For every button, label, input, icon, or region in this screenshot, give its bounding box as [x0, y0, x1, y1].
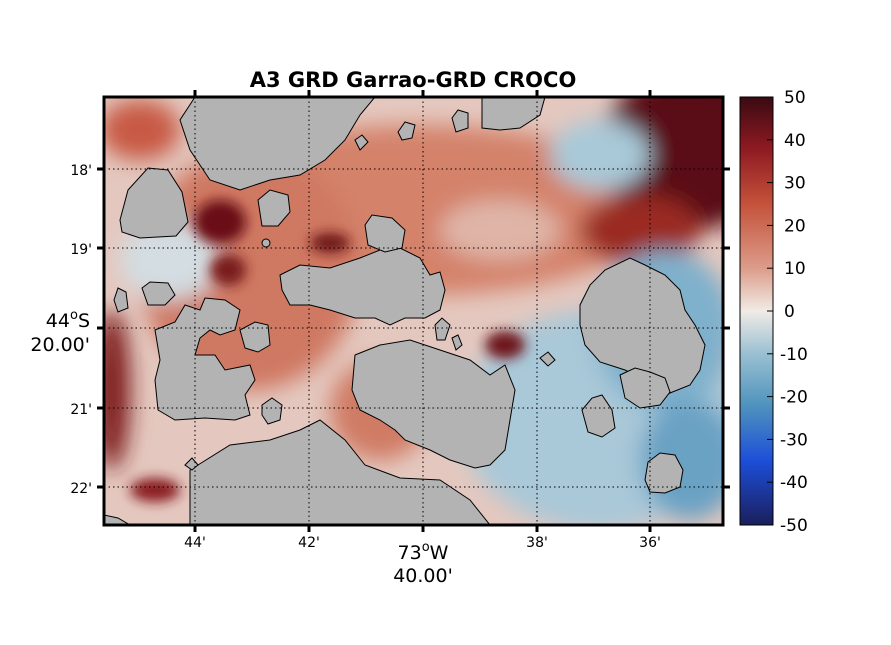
colorbar-ticks [767, 139, 773, 483]
y-tick-label: 19' [70, 242, 92, 258]
y-tick-label: 18' [70, 163, 92, 179]
frame-ticks [97, 90, 730, 532]
colorbar-tick-label: 10 [784, 259, 806, 279]
colorbar-tick-label: 50 [784, 88, 806, 108]
colorbar-tick-label: 40 [784, 131, 806, 151]
land-masses [104, 97, 706, 525]
gridlines [104, 97, 723, 525]
x-tick-label: 38' [526, 535, 548, 551]
colorbar-tick-label: -20 [780, 388, 808, 408]
x-tick-label: 42' [298, 535, 320, 551]
colorbar-tick-label: 20 [784, 216, 806, 236]
colorbar-tick-label: -40 [780, 473, 808, 493]
colorbar-tick-label: -10 [780, 345, 808, 365]
x-tick-label: 36' [639, 535, 661, 551]
y-tick-label: 22' [70, 481, 92, 497]
colorbar-tick-label: -50 [780, 516, 808, 536]
colorbar-tick-label: 30 [784, 174, 806, 194]
x-center-minutes: 40.00' [393, 565, 453, 587]
x-center-label: 73oW [398, 540, 449, 564]
colorbar-tick-label: -30 [780, 430, 808, 450]
y-tick-label: 21' [70, 402, 92, 418]
y-center-minutes: 20.00' [30, 334, 90, 356]
difference-field [104, 97, 723, 525]
y-center-label: 44oS [46, 308, 90, 332]
colorbar-tick-label: 0 [784, 302, 795, 322]
map-title: A3 GRD Garrao-GRD CROCO [250, 68, 577, 92]
x-tick-label: 44' [184, 535, 206, 551]
map-frame [102, 95, 725, 527]
